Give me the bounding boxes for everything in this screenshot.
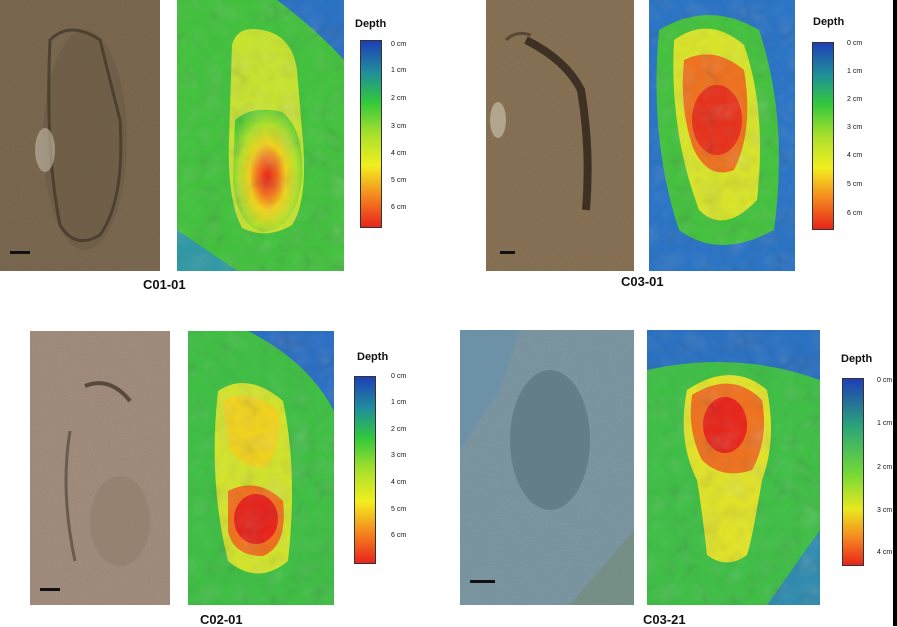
legend-tick: 3 cm [877, 507, 893, 514]
legend-tick: 3 cm [391, 452, 407, 459]
panel-label: C01-01 [143, 277, 186, 292]
legend-tick: 1 cm [391, 67, 407, 74]
legend-tick: 2 cm [847, 96, 863, 103]
legend-tick: 2 cm [391, 426, 407, 433]
legend-tick: 3 cm [847, 124, 863, 131]
panel-label: C03-01 [621, 274, 664, 289]
scale-bar [10, 251, 30, 254]
depth-legend-bar [812, 42, 834, 230]
legend-tick: 5 cm [391, 506, 407, 513]
panel-label: C03-21 [643, 612, 686, 627]
photo-c03-01 [486, 0, 634, 271]
scale-bar [470, 580, 495, 583]
depth-map-c02-01 [188, 331, 334, 605]
depth-map-c03-21 [647, 330, 820, 605]
legend-tick: 2 cm [877, 464, 893, 471]
panel-label: C02-01 [200, 612, 243, 627]
legend-tick: 0 cm [847, 40, 863, 47]
legend-title: Depth [355, 18, 387, 30]
legend-tick: 2 cm [391, 95, 407, 102]
photo-c02-01 [30, 331, 170, 605]
depth-map-c03-01 [649, 0, 795, 271]
legend-tick: 0 cm [391, 373, 407, 380]
legend-tick: 6 cm [391, 532, 407, 539]
legend-tick: 6 cm [847, 210, 863, 217]
scale-bar [500, 251, 515, 254]
legend-title: Depth [357, 351, 389, 363]
depth-legend-bar [354, 376, 376, 564]
depth-map-c01-01 [177, 0, 344, 271]
legend-tick: 4 cm [847, 152, 863, 159]
legend-tick: 5 cm [847, 181, 863, 188]
edge-divider [893, 0, 897, 626]
legend-tick: 0 cm [877, 377, 893, 384]
legend-title: Depth [841, 353, 873, 365]
legend-tick: 3 cm [391, 123, 407, 130]
legend-tick: 5 cm [391, 177, 407, 184]
legend-tick: 6 cm [391, 204, 407, 211]
legend-tick: 4 cm [391, 479, 407, 486]
depth-legend-bar [360, 40, 382, 228]
scale-bar [40, 588, 60, 591]
legend-tick: 4 cm [877, 549, 893, 556]
photo-c03-21 [460, 330, 634, 605]
legend-tick: 4 cm [391, 150, 407, 157]
depth-legend-bar [842, 378, 864, 566]
legend-tick: 0 cm [391, 41, 407, 48]
legend-tick: 1 cm [391, 399, 407, 406]
legend-title: Depth [813, 16, 845, 28]
photo-c01-01 [0, 0, 160, 271]
legend-tick: 1 cm [877, 420, 893, 427]
legend-tick: 1 cm [847, 68, 863, 75]
